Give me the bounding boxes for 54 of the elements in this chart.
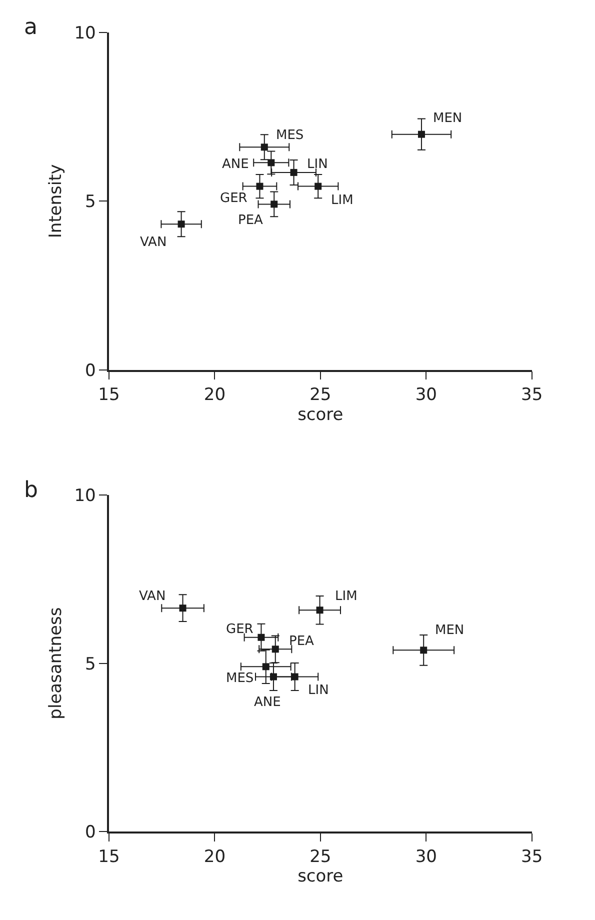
annotation: VAN [139,589,166,604]
point [268,159,275,166]
x-tick-label: 20 [204,846,226,867]
point [270,200,278,208]
annotation: GER [220,191,248,206]
point [420,646,428,654]
annotation: PEA [238,213,264,228]
annotation: GER [226,622,254,637]
point [314,182,322,190]
y-tick-label: 0 [85,360,96,381]
point [178,220,185,228]
x-tick-label: 20 [204,385,226,406]
x-axis-title: score [298,866,344,887]
annotation: MES [276,128,304,143]
y-tick-label: 10 [74,23,96,44]
point [290,168,298,176]
annotation: VAN [140,235,167,250]
y-tick-label: 5 [85,654,96,674]
annotation: MEN [435,623,464,638]
y-tick-label: 10 [74,486,96,506]
point [179,604,186,612]
annotation: PEA [289,634,314,649]
x-tick-label: 30 [415,385,437,406]
annotation: MES [226,671,254,686]
point [256,182,264,190]
y-axis-title: Intensity [46,164,66,238]
annotation: MEN [433,111,462,126]
point [316,606,324,614]
chart-title: a [24,15,38,40]
point [270,673,277,680]
point [272,646,279,653]
x-axis-title: score [298,405,344,426]
annotation: LIM [331,193,354,208]
point [258,634,265,641]
point [262,663,270,670]
x-tick-label: 15 [98,846,120,867]
x-tick-label: 25 [310,846,332,867]
x-tick-label: 30 [415,846,437,867]
y-tick-label: 5 [85,192,96,212]
annotation: ANE [254,695,281,710]
chart-title: b [24,478,38,503]
annotation: LIN [307,157,328,172]
annotation: LIN [308,683,329,698]
y-axis-title: pleasantness [46,607,66,720]
point [291,673,298,680]
x-tick-label: 25 [310,385,332,406]
annotation: LIM [335,589,358,604]
annotation: ANE [222,157,249,172]
x-tick-label: 35 [521,385,543,406]
point [260,144,268,151]
y-tick-label: 0 [85,822,96,843]
x-tick-label: 15 [98,385,120,406]
point [418,130,425,138]
x-tick-label: 35 [521,846,543,867]
